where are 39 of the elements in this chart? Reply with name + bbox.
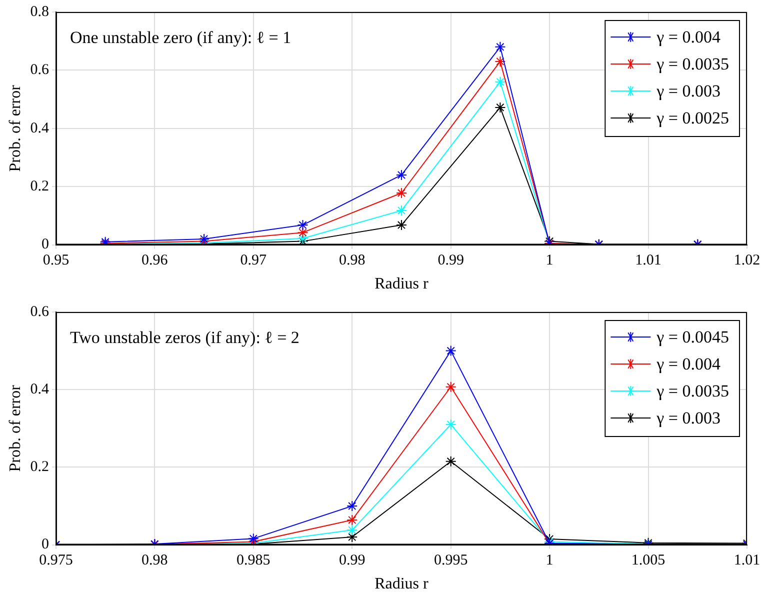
x-tick-label: 1 [546, 252, 554, 269]
x-tick-label: 1.01 [734, 552, 760, 569]
y-tick-label: 0.6 [30, 304, 50, 320]
x-tick-label: 0.98 [142, 552, 168, 569]
legend-label: γ = 0.0035 [656, 54, 730, 74]
x-tick-label: 1.02 [734, 252, 760, 269]
x-axis-title: Radius r [374, 276, 430, 293]
y-axis-title: Prob. of error [6, 84, 24, 172]
legend-label: γ = 0.0025 [656, 108, 730, 128]
x-axis-title: Radius r [374, 576, 430, 593]
y-tick-label: 0.8 [30, 4, 49, 20]
x-tick-label: 0.99 [438, 252, 464, 269]
x-tick-label: 0.985 [236, 552, 270, 569]
y-tick-label: 0.2 [30, 178, 49, 195]
x-tick-label: 0.98 [338, 252, 366, 269]
x-tick-label: 1.005 [631, 552, 666, 569]
y-tick-label: 0.2 [30, 459, 49, 476]
legend-label: γ = 0.0035 [656, 381, 730, 400]
x-tick-label: 0.96 [142, 252, 168, 269]
y-tick-label: 0.6 [30, 62, 50, 78]
y-tick-label: 0 [41, 236, 49, 253]
legend-label: γ = 0.003 [656, 408, 721, 428]
y-tick-label: 0 [41, 536, 49, 553]
x-tick-label: 0.95 [42, 252, 70, 269]
y-tick-label: 0.4 [30, 120, 50, 136]
y-axis-title: Prob. of error [6, 384, 24, 472]
x-tick-label: 0.99 [338, 552, 366, 569]
annotation: One unstable zero (if any): ℓ = 1 [70, 28, 292, 47]
annotation: Two unstable zeros (if any): ℓ = 2 [70, 328, 300, 347]
legend-label: γ = 0.004 [656, 354, 721, 374]
x-tick-label: 1.01 [635, 252, 662, 269]
legend-label: γ = 0.003 [656, 81, 721, 100]
x-tick-label: 0.995 [434, 552, 468, 569]
legend-label: γ = 0.0045 [656, 327, 730, 346]
x-tick-label: 1 [546, 552, 554, 569]
x-tick-label: 0.975 [39, 552, 73, 569]
legend-label: γ = 0.004 [656, 27, 721, 46]
x-tick-label: 0.97 [240, 252, 268, 269]
y-tick-label: 0.4 [30, 382, 50, 398]
